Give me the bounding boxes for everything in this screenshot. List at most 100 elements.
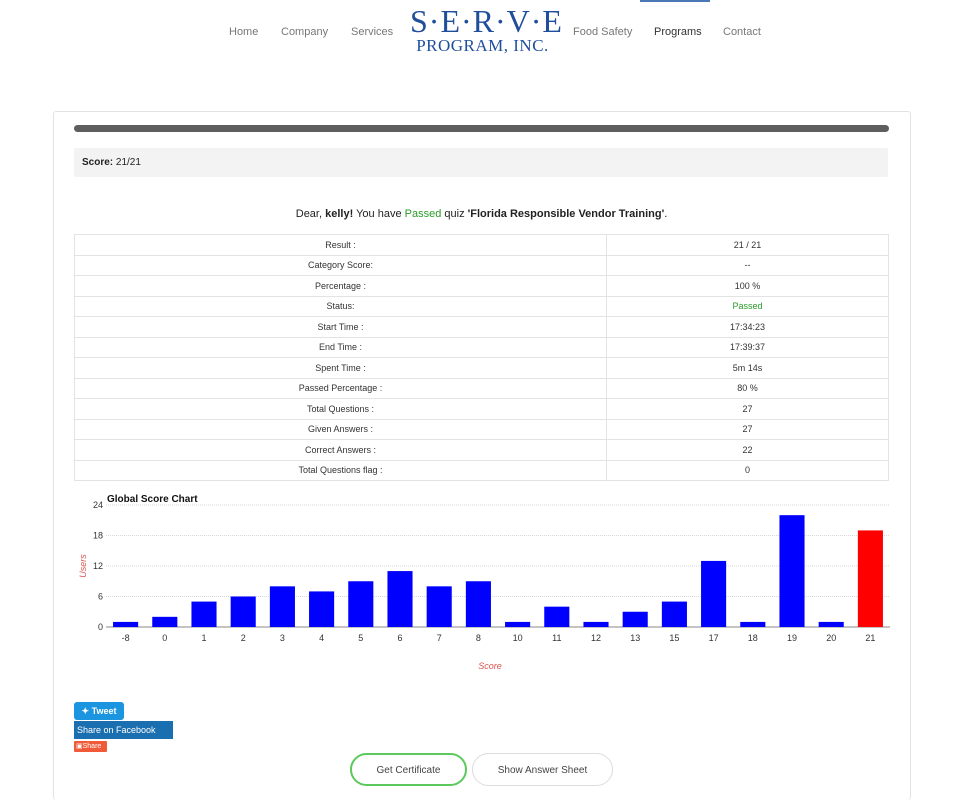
chart-bar [818,621,844,627]
tweet-button[interactable]: ✦ Tweet [74,702,124,720]
chart-bar [309,591,335,627]
x-tick-label: 12 [591,633,601,643]
x-tick-label: 3 [280,633,285,643]
result-label: Result : [74,234,607,256]
result-row: Total Questions flag :0 [74,459,889,481]
share-facebook-button[interactable]: Share on Facebook [74,721,173,739]
chart-bar [113,621,139,627]
result-row: End Time :17:39:37 [74,336,889,358]
result-row: Given Answers :27 [74,418,889,440]
result-label: End Time : [74,336,607,358]
chart-bar [465,581,491,627]
result-value: 0 [606,459,889,481]
x-tick-label: 17 [709,633,719,643]
nav-link-contact[interactable]: Contact [723,26,761,38]
nav-link-services[interactable]: Services [351,26,394,38]
nav-link-company[interactable]: Company [281,26,329,38]
nav-link-food-safety[interactable]: Food Safety [573,26,633,38]
global-score-chart: Global Score Chart 0 6 12 18 24 -8 0 1 2 3 4 5 6 7 8 10 1… [70,490,900,680]
result-label: Given Answers : [74,418,607,440]
result-row: Category Score: -- [74,254,889,276]
nav-active-indicator [640,0,710,2]
chart-bar [230,596,256,627]
x-tick-label: 5 [358,633,363,643]
share-label: Share [82,743,102,750]
y-tick-label: 24 [93,500,103,510]
result-value: 27 [606,418,889,440]
x-tick-label: 19 [787,633,797,643]
pass-status: Passed [404,208,442,220]
x-tick-label: 18 [748,633,758,643]
result-label: Spent Time : [74,357,607,379]
x-tick-label: 7 [437,633,442,643]
chart-bar [622,611,648,627]
result-row: Percentage :100 % [74,275,889,297]
get-certificate-button[interactable]: Get Certificate [350,753,467,786]
result-value: 17:34:23 [606,316,889,338]
chart-bar [348,581,374,627]
result-label: Total Questions flag : [74,459,607,481]
chart-title: Global Score Chart [107,494,198,505]
x-tick-label: 13 [630,633,640,643]
y-tick-label: 18 [93,531,103,541]
chart-bar [661,601,687,627]
user-name: kelly! [325,208,354,220]
result-value: 17:39:37 [606,336,889,358]
chart-bar [426,586,452,627]
x-axis-title: Score [478,661,502,671]
result-value: 100 % [606,275,889,297]
result-label: Category Score: [74,254,607,276]
y-tick-label: 0 [98,622,103,632]
top-navigation: Home Company Services S·E·R·V·E PROGRAM,… [0,0,964,64]
chart-bar [191,601,217,627]
nav-link-home[interactable]: Home [229,26,259,38]
result-label: Start Time : [74,316,607,338]
result-row: Total Questions :27 [74,398,889,420]
x-tick-label: 6 [397,633,402,643]
result-row: Status: Passed [74,295,889,317]
result-value: 80 % [606,377,889,399]
message-prefix: Dear, [295,208,326,220]
score-summary: Score: 21/21 [74,148,888,177]
chart-bar [269,586,295,627]
result-message: Dear, kelly! You have Passed quiz 'Flori… [74,208,889,220]
result-value: 22 [606,439,889,461]
result-label: Correct Answers : [74,439,607,461]
share-plus-icon: ▣ [76,743,83,750]
share-button[interactable]: ▣Share [74,741,107,752]
show-answer-sheet-button[interactable]: Show Answer Sheet [472,753,613,786]
result-value: 21 / 21 [606,234,889,256]
score-value: 21/21 [115,157,141,168]
tweet-label: Tweet [91,706,117,716]
chart-bar [505,621,531,627]
x-tick-label: 20 [826,633,836,643]
x-tick-label: 2 [241,633,246,643]
message-middle: You have [353,208,405,220]
chart-bar [857,530,883,627]
result-value: Passed [606,295,889,317]
site-logo[interactable]: S·E·R·V·E PROGRAM, INC. [410,3,563,55]
x-tick-label: 4 [319,633,324,643]
logo-wordmark: S·E·R·V·E [410,3,563,39]
score-label: Score: [82,157,114,168]
result-label: Passed Percentage : [74,377,607,399]
x-tick-label: 11 [552,633,561,643]
quiz-result-card: Score: 21/21 Dear, kelly! You have Passe… [53,111,911,800]
quiz-title: 'Florida Responsible Vendor Training' [467,208,665,220]
y-tick-label: 12 [93,561,103,571]
result-row: Result :21 / 21 [74,234,889,256]
message-suffix: . [664,208,668,220]
x-tick-label: 21 [865,633,875,643]
chart-bar [701,560,727,627]
chart-bar [152,616,178,627]
twitter-bird-icon: ✦ [81,706,90,716]
result-label: Total Questions : [74,398,607,420]
nav-link-programs[interactable]: Programs [654,26,702,38]
x-tick-label: 8 [476,633,481,643]
x-tick-label: -8 [122,633,130,643]
x-tick-label: 15 [669,633,679,643]
result-row: Spent Time :5m 14s [74,357,889,379]
chart-bar [544,606,570,627]
logo-subtitle: PROGRAM, INC. [416,36,549,55]
